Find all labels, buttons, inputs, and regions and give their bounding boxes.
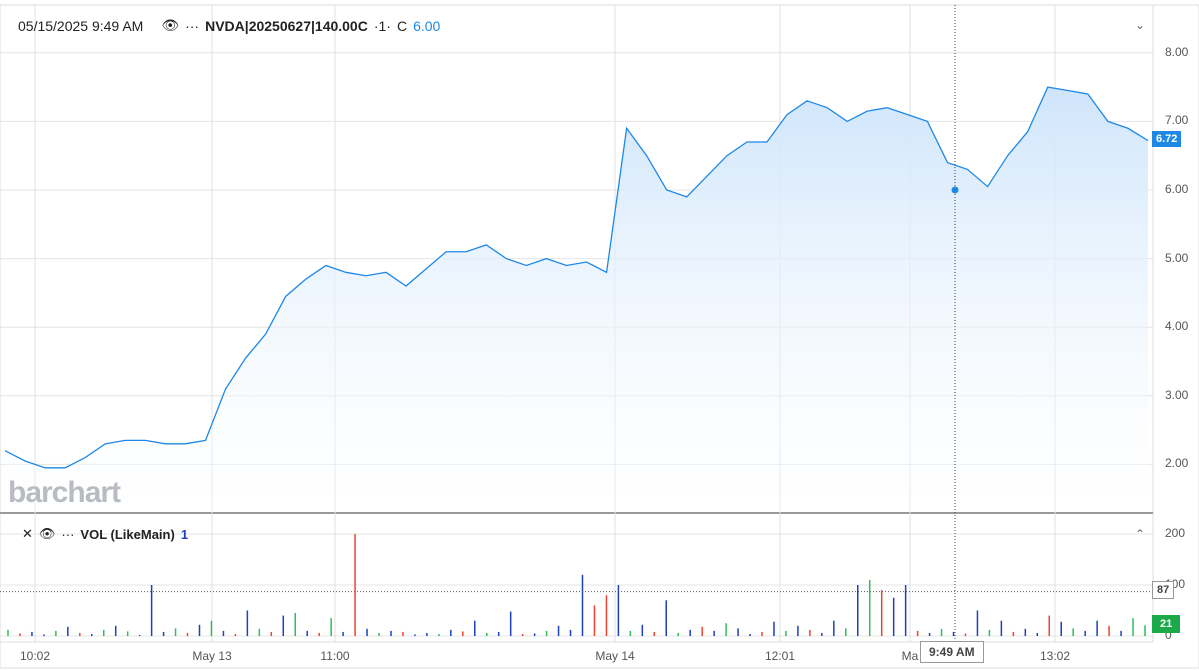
datetime-label: 05/15/2025 9:49 AM — [18, 17, 144, 34]
time-tick-label: Ma — [901, 649, 919, 663]
price-area-fill — [5, 87, 1148, 512]
time-tick-label: 10:02 — [19, 649, 51, 663]
price-tick-label: 7.00 — [1165, 113, 1189, 128]
volume-tick-label: 0 — [1165, 628, 1172, 642]
ellipsis-icon[interactable]: ··· — [185, 17, 200, 34]
symbol-label: NVDA|20250627|140.00C — [205, 17, 368, 34]
interval-label: ·1· — [373, 17, 391, 34]
price-line — [4, 86, 1149, 469]
time-tick-label: 12:01 — [764, 649, 796, 663]
crosshair-dot — [951, 186, 959, 194]
chart-header: 05/15/2025 9:49 AM 👁 ··· NVDA|20250627|1… — [18, 17, 440, 34]
close-value: 6.00 — [413, 17, 441, 34]
close-label: C — [396, 17, 408, 34]
eye-icon[interactable]: 👁 — [161, 17, 180, 33]
crosshair-time-label: 9:49 AM — [920, 641, 984, 663]
time-tick-label: May 14 — [595, 649, 635, 663]
chart-frame — [0, 4, 1199, 669]
close-icon[interactable]: ✕ — [22, 526, 33, 541]
price-tick-label: 5.00 — [1165, 250, 1189, 265]
volume-reference-tag: 87 — [1152, 581, 1175, 599]
volume-header: ✕ 👁 ··· VOL (LikeMain) 1 — [22, 526, 188, 542]
volume-value: 1 — [180, 526, 189, 542]
price-tick-label: 8.00 — [1165, 44, 1189, 59]
chevron-down-icon[interactable]: ⌄ — [1135, 18, 1146, 32]
time-tick-label: 13:02 — [1039, 649, 1071, 663]
barchart-watermark: barchart — [8, 476, 121, 509]
price-tick-label: 2.00 — [1165, 456, 1189, 471]
price-tick-label: 3.00 — [1165, 387, 1189, 402]
time-tick-label: May 13 — [192, 649, 232, 663]
last-volume-tag: 21 — [1152, 615, 1181, 633]
price-tick-label: 6.00 — [1165, 182, 1189, 196]
volume-label: VOL (LikeMain) — [80, 526, 175, 542]
time-tick-label: 11:00 — [320, 649, 350, 663]
price-tick-label: 4.00 — [1165, 319, 1189, 334]
ellipsis-icon[interactable]: ··· — [61, 526, 75, 542]
chevron-up-icon[interactable]: ⌃ — [1135, 527, 1146, 541]
eye-icon[interactable]: 👁 — [38, 526, 56, 541]
volume-tick-label: 200 — [1165, 526, 1186, 540]
last-price-tag: 6.72 — [1152, 131, 1182, 147]
